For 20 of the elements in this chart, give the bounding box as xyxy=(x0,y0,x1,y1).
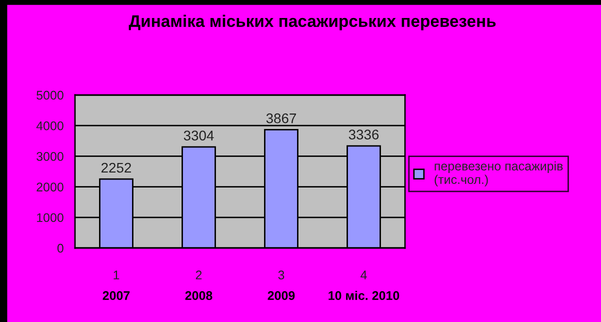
text: 2007 xyxy=(102,291,130,300)
y-tick-label: 2000 xyxy=(36,182,64,192)
data-label: 3867 xyxy=(266,113,296,124)
y-tick-label: 1000 xyxy=(37,213,64,222)
data-label: 2252 xyxy=(102,162,132,173)
x-tick-label: 4 xyxy=(360,270,367,280)
y-tick-label: 0 xyxy=(57,244,64,253)
x-tick-label: 3 xyxy=(278,270,284,280)
data-label: 3336 xyxy=(348,130,379,140)
y-tick-label: 3000 xyxy=(36,152,64,161)
text: 2009 xyxy=(268,291,295,300)
data-label: 3304 xyxy=(184,130,214,140)
text: 10 міс. 2010 xyxy=(328,290,400,300)
y-tick-label: 4000 xyxy=(36,121,64,130)
x-tick-label: 1 xyxy=(114,270,120,280)
legend-label: перевезено пасажирів (тис.чол.) xyxy=(434,161,563,186)
y-tick-label: 5000 xyxy=(36,90,64,100)
x-tick-label: 2 xyxy=(196,270,202,280)
chart-title: Динаміка міських пасажирських перевезень xyxy=(128,14,496,30)
text: 2008 xyxy=(185,291,212,300)
